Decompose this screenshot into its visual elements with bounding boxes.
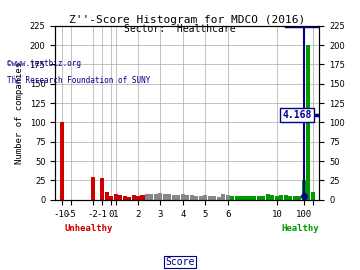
- Bar: [109, 196, 113, 200]
- Bar: [217, 197, 221, 200]
- Bar: [100, 178, 104, 200]
- Bar: [158, 193, 162, 200]
- Bar: [163, 194, 167, 200]
- Bar: [293, 196, 297, 200]
- Bar: [190, 195, 194, 200]
- Bar: [284, 195, 288, 200]
- Bar: [167, 194, 171, 200]
- Text: Healthy: Healthy: [281, 224, 319, 233]
- Bar: [194, 196, 198, 200]
- Text: Sector:  Healthcare: Sector: Healthcare: [124, 24, 236, 34]
- Bar: [203, 195, 207, 200]
- Bar: [181, 194, 185, 200]
- Bar: [176, 195, 180, 200]
- Bar: [208, 196, 212, 200]
- Bar: [306, 45, 310, 200]
- Bar: [266, 194, 270, 200]
- Text: 4.168: 4.168: [282, 110, 312, 120]
- Bar: [114, 194, 118, 200]
- Bar: [91, 177, 95, 200]
- Bar: [297, 196, 301, 200]
- Bar: [279, 195, 283, 200]
- Bar: [270, 195, 274, 200]
- Bar: [248, 196, 252, 200]
- Bar: [212, 196, 216, 200]
- Bar: [252, 196, 256, 200]
- Bar: [226, 195, 230, 200]
- Bar: [154, 194, 158, 200]
- Y-axis label: Number of companies: Number of companies: [15, 62, 24, 164]
- Bar: [234, 196, 239, 200]
- Bar: [288, 196, 292, 200]
- Bar: [261, 196, 265, 200]
- Text: ©www.textbiz.org: ©www.textbiz.org: [7, 59, 81, 68]
- Bar: [127, 197, 131, 200]
- Bar: [221, 194, 225, 200]
- Bar: [230, 196, 234, 200]
- Bar: [302, 181, 306, 200]
- Bar: [145, 194, 149, 200]
- Text: The Research Foundation of SUNY: The Research Foundation of SUNY: [7, 76, 150, 85]
- Bar: [275, 196, 279, 200]
- Bar: [257, 196, 261, 200]
- Bar: [185, 195, 189, 200]
- Text: Unhealthy: Unhealthy: [64, 224, 112, 233]
- Bar: [311, 192, 315, 200]
- Text: Score: Score: [165, 257, 195, 267]
- Bar: [172, 195, 176, 200]
- Bar: [149, 194, 153, 200]
- Bar: [136, 196, 140, 200]
- Bar: [199, 196, 203, 200]
- Bar: [239, 196, 243, 200]
- Bar: [243, 196, 248, 200]
- Bar: [118, 195, 122, 200]
- Bar: [140, 195, 144, 200]
- Bar: [105, 192, 109, 200]
- Title: Z''-Score Histogram for MDCO (2016): Z''-Score Histogram for MDCO (2016): [69, 15, 305, 25]
- Bar: [131, 195, 136, 200]
- Bar: [60, 123, 64, 200]
- Bar: [122, 196, 127, 200]
